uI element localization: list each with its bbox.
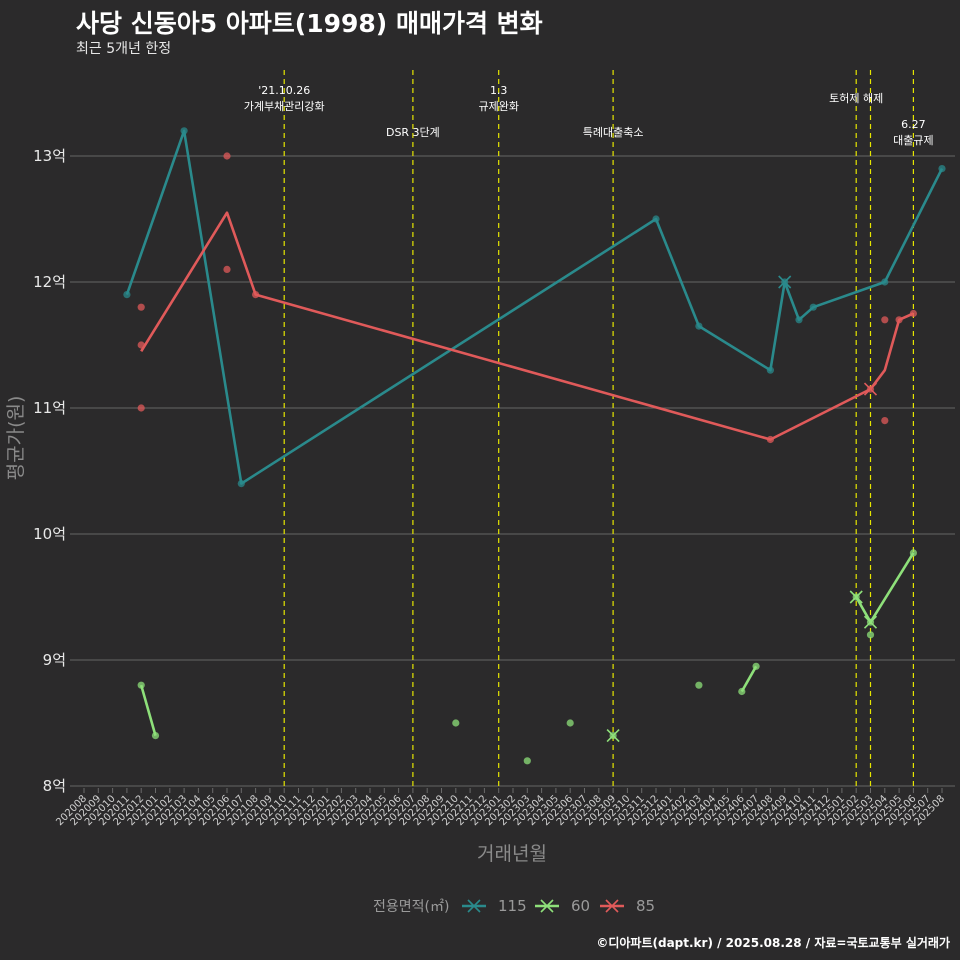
y-tick-label: 13억 — [33, 147, 66, 165]
series-line — [740, 665, 758, 693]
series-line — [125, 129, 944, 485]
series-115 — [123, 127, 946, 488]
data-point — [881, 417, 889, 425]
data-point — [252, 291, 260, 299]
chart-subtitle: 최근 5개년 한정 — [76, 41, 172, 57]
data-cross-marker — [863, 382, 878, 396]
data-point — [137, 404, 145, 412]
y-tick-label: 11억 — [33, 399, 66, 417]
series-85 — [137, 152, 918, 444]
series-line — [139, 684, 157, 736]
data-point — [809, 303, 817, 311]
y-tick-label: 8억 — [43, 777, 66, 795]
data-cross-marker — [606, 729, 620, 743]
data-point — [938, 165, 946, 173]
event-annotation-text: 규제완화 — [478, 100, 518, 113]
data-point — [909, 309, 918, 318]
legend-label: 115 — [498, 897, 527, 915]
data-point — [795, 316, 803, 324]
x-axis-title: 거래년월 — [477, 843, 547, 865]
legend-title: 전용면적(㎡) — [373, 899, 449, 915]
y-tick-label: 12억 — [33, 273, 66, 291]
event-annotation-text: 6.27 — [901, 118, 926, 131]
data-point — [895, 316, 903, 324]
legend-key-cross — [467, 899, 481, 913]
data-point — [566, 719, 574, 727]
data-point — [137, 303, 145, 311]
series-line — [140, 211, 914, 441]
event-annotation-text: 1.3 — [490, 84, 508, 97]
series-line — [855, 552, 915, 624]
data-point — [523, 757, 531, 765]
event-annotation-text: 토허제 해제 — [829, 91, 883, 105]
y-tick-label: 10억 — [33, 525, 66, 543]
data-point — [223, 152, 231, 160]
data-point — [881, 278, 889, 286]
data-point — [881, 316, 889, 324]
event-annotation-text: 특례대출축소 — [583, 126, 644, 139]
data-point — [237, 480, 245, 488]
data-point — [137, 341, 145, 349]
y-axis-ticks: 8억 9억 10억 11억 12억 13억 — [33, 147, 66, 795]
caption: ©디아파트(dapt.kr) / 2025.08.28 / 자료=국토교통부 실… — [596, 936, 950, 950]
event-annotation-text: '21.10.26 — [258, 84, 310, 97]
event-annotation-text: 가계부채관리강화 — [244, 100, 325, 113]
series-group — [123, 127, 946, 765]
event-annotation-text: 대출규제 — [893, 134, 933, 147]
data-point — [766, 435, 775, 444]
data-point — [695, 681, 703, 689]
legend-key-cross — [605, 899, 619, 913]
data-cross-marker — [778, 275, 792, 289]
legend: 전용면적(㎡) 115 60 85 — [373, 897, 655, 915]
data-point — [137, 681, 145, 689]
data-point — [180, 127, 188, 135]
legend-label: 60 — [571, 897, 590, 915]
legend-key-cross — [540, 899, 554, 913]
event-annotation-text: DSR 3단계 — [386, 126, 440, 139]
y-tick-label: 9억 — [43, 651, 66, 669]
data-point — [866, 631, 875, 639]
event-lines — [283, 70, 915, 786]
data-point — [223, 265, 231, 273]
data-point — [695, 322, 703, 330]
data-cross-marker — [863, 615, 878, 629]
data-point — [151, 732, 160, 740]
data-point — [752, 662, 760, 670]
series-60 — [137, 549, 918, 765]
data-point — [766, 366, 775, 374]
data-point — [123, 291, 131, 299]
grid-lines — [70, 155, 955, 787]
data-point — [652, 215, 660, 223]
data-cross-marker — [849, 590, 863, 604]
data-point — [452, 719, 460, 727]
data-point — [909, 549, 918, 557]
data-point — [738, 687, 746, 696]
y-axis-title: 평균가(원) — [5, 396, 27, 481]
chart-title: 사당 신동아5 아파트(1998) 매매가격 변화 — [76, 9, 543, 38]
legend-label: 85 — [636, 897, 655, 915]
x-axis-ticks: 2020082020092020102020112020122021012021… — [54, 788, 947, 828]
